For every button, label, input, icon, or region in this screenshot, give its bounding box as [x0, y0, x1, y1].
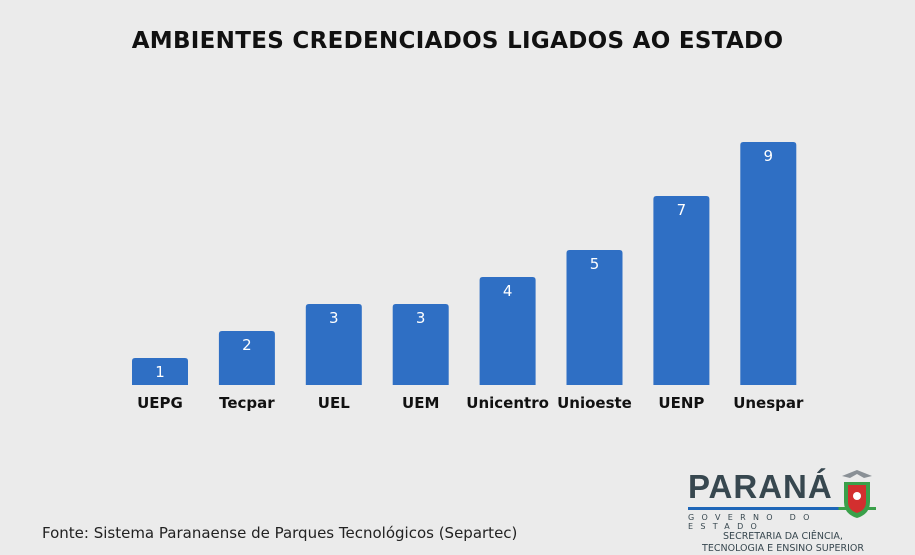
- data-label: 7: [677, 201, 687, 219]
- source-note: Fonte: Sistema Paranaense de Parques Tec…: [42, 524, 518, 542]
- category-label: UENP: [658, 394, 704, 412]
- bar-UENP: [653, 196, 710, 385]
- category-label: Unespar: [733, 394, 804, 412]
- logo-divider: [688, 507, 876, 510]
- category-label: Tecpar: [219, 394, 275, 412]
- logo-gov: GOVERNO DO ESTADO: [688, 513, 817, 531]
- bar-Unicentro: [479, 277, 536, 385]
- bar-Tecpar: [218, 331, 275, 385]
- bar-chart: 1 UEPG 2 Tecpar 3 UEL 3 UEM 4 Unicentro 5 Unioeste 7…: [132, 142, 804, 412]
- category-label: UEL: [318, 394, 350, 412]
- data-label: 2: [242, 336, 252, 354]
- category-label: UEPG: [137, 394, 183, 412]
- data-label: 1: [155, 363, 165, 381]
- data-label: 3: [329, 309, 339, 327]
- logo-word: PARANÁ: [688, 468, 833, 505]
- logo-sec1: SECRETARIA DA CIÊNCIA,: [723, 531, 843, 542]
- chart-title: AMBIENTES CREDENCIADOS LIGADOS AO ESTADO: [131, 28, 784, 54]
- category-label: UEM: [402, 394, 439, 412]
- bar-Unioeste: [566, 250, 623, 385]
- bar-UEPG: [132, 358, 188, 385]
- data-label: 4: [503, 282, 513, 300]
- category-label: Unicentro: [466, 394, 549, 412]
- bar-UEM: [392, 304, 449, 385]
- parana-logo: PARANÁ GOVERNO DO ESTADO SECRETARIA DA C…: [688, 470, 878, 555]
- data-label: 3: [416, 309, 426, 327]
- logo-sec2: TECNOLOGIA E ENSINO SUPERIOR: [702, 543, 864, 554]
- category-label: Unioeste: [557, 394, 632, 412]
- data-label: 9: [764, 147, 774, 165]
- coat-of-arms-icon: [842, 470, 872, 518]
- bar-UEL: [305, 304, 362, 385]
- data-label: 5: [590, 255, 600, 273]
- bar-Unespar: [740, 142, 797, 385]
